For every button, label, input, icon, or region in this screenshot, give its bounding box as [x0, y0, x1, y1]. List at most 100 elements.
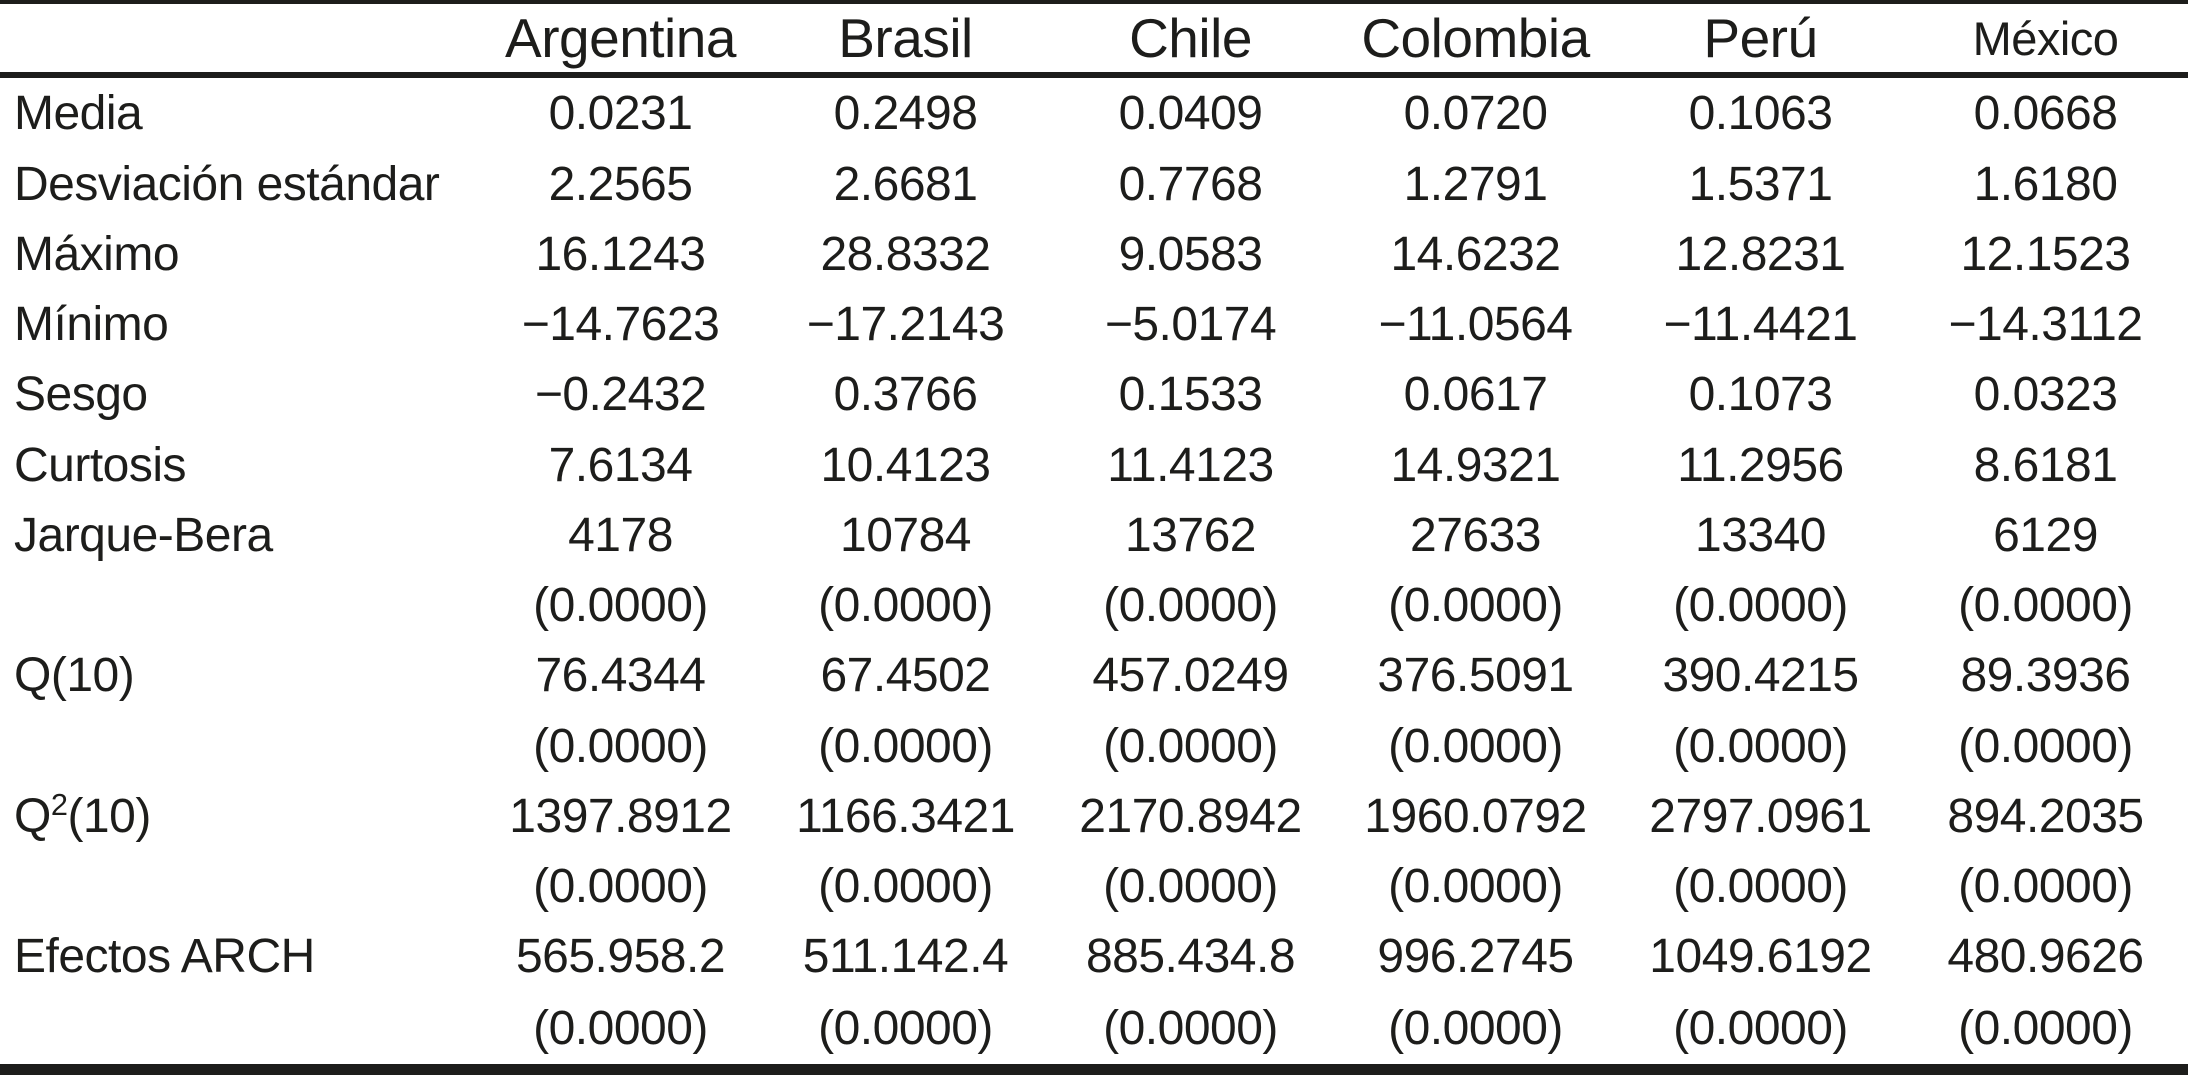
- column-header-colombia: Colombia: [1333, 2, 1618, 78]
- header-row: Argentina Brasil Chile Colombia Perú México: [0, 2, 2188, 78]
- row-label: Jarque-Bera: [14, 508, 273, 562]
- cell-value: (0.0000): [1673, 1001, 1848, 1055]
- cell-value: 0.0668: [1973, 87, 2118, 141]
- cell-value: 16.1243: [535, 227, 706, 281]
- table-row-efectos-arch: Efectos ARCH 565.958.2 511.142.4 885.434.8 9…: [0, 922, 2188, 992]
- superscript: 2: [50, 787, 68, 823]
- cell-value: (0.0000): [1958, 719, 2133, 773]
- cell-value: −11.0564: [1378, 298, 1573, 352]
- table-row-pvalue: (0.0000) (0.0000) (0.0000) (0.0000) (0.0000)…: [0, 571, 2188, 641]
- row-label: [0, 711, 478, 781]
- row-label: Máximo: [14, 227, 180, 281]
- cell-value: 11.2956: [1677, 438, 1844, 492]
- cell-value: 996.2745: [1377, 930, 1574, 984]
- cell-value: 2797.0961: [1649, 789, 1872, 843]
- table-row-desviacio-n-esta-ndar: Desviación estándar 2.2565 2.6681 0.7768 1.2…: [0, 149, 2188, 219]
- cell-value: 13340: [1695, 508, 1826, 562]
- cell-value: 1.2791: [1403, 157, 1548, 211]
- cell-value: 0.2498: [833, 87, 978, 141]
- cell-value: −14.7623: [521, 298, 720, 352]
- column-header-me-xico: México: [1903, 2, 2188, 78]
- cell-value: (0.0000): [1103, 860, 1278, 914]
- cell-value: 8.6181: [1973, 438, 2118, 492]
- cell-value: 480.9626: [1947, 930, 2144, 984]
- cell-value: 10.4123: [820, 438, 991, 492]
- cell-value: (0.0000): [533, 1001, 708, 1055]
- cell-value: 511.142.4: [802, 930, 1009, 984]
- cell-value: 28.8332: [820, 227, 991, 281]
- cell-value: −17.2143: [806, 298, 1005, 352]
- cell-value: 67.4502: [820, 649, 991, 703]
- row-label: Desviación estándar: [14, 157, 440, 211]
- cell-value: −5.0174: [1104, 298, 1277, 352]
- cell-value: (0.0000): [818, 860, 993, 914]
- row-label: Q(10): [14, 649, 135, 703]
- cell-value: 376.5091: [1377, 649, 1574, 703]
- cell-value: 9.0583: [1118, 227, 1263, 281]
- cell-value: (0.0000): [1673, 579, 1848, 633]
- row-label: Media: [14, 87, 143, 141]
- cell-value: 12.1523: [1960, 227, 2131, 281]
- cell-value: 0.1533: [1118, 368, 1263, 422]
- cell-value: 14.9321: [1390, 438, 1561, 492]
- cell-value: 0.7768: [1118, 157, 1263, 211]
- table-row-pvalue: (0.0000) (0.0000) (0.0000) (0.0000) (0.0000)…: [0, 992, 2188, 1069]
- column-header-brasil: Brasil: [763, 2, 1048, 78]
- cell-value: −11.4421: [1663, 298, 1858, 352]
- cell-value: 885.434.8: [1085, 930, 1296, 984]
- cell-value: (0.0000): [1673, 719, 1848, 773]
- cell-value: 10784: [840, 508, 971, 562]
- cell-value: 1397.8912: [509, 789, 732, 843]
- table-row-pvalue: (0.0000) (0.0000) (0.0000) (0.0000) (0.0000)…: [0, 852, 2188, 922]
- cell-value: 7.6134: [548, 438, 693, 492]
- cell-value: (0.0000): [1958, 579, 2133, 633]
- row-label: Curtosis: [14, 438, 187, 492]
- table-row-mi-nimo: Mínimo −14.7623 −17.2143 −5.0174 −11.0564 −11…: [0, 290, 2188, 360]
- row-label: Efectos ARCH: [14, 930, 315, 984]
- cell-value: (0.0000): [1958, 1001, 2133, 1055]
- table-row-curtosis: Curtosis 7.6134 10.4123 11.4123 14.9321 11.29…: [0, 430, 2188, 500]
- table-row-ma-ximo: Máximo 16.1243 28.8332 9.0583 14.6232 12.8231…: [0, 219, 2188, 289]
- row-label: [0, 571, 478, 641]
- cell-value: 0.1063: [1688, 87, 1833, 141]
- cell-value: 14.6232: [1390, 227, 1561, 281]
- cell-value: (0.0000): [1388, 719, 1563, 773]
- row-label: Mínimo: [14, 298, 169, 352]
- cell-value: 2.2565: [548, 157, 693, 211]
- cell-value: 0.0409: [1118, 87, 1263, 141]
- cell-value: (0.0000): [818, 579, 993, 633]
- cell-value: 89.3936: [1960, 649, 2131, 703]
- column-header-peru: Perú: [1618, 2, 1903, 78]
- cell-value: (0.0000): [1958, 860, 2133, 914]
- cell-value: 1.6180: [1973, 157, 2118, 211]
- cell-value: (0.0000): [1673, 860, 1848, 914]
- cell-value: (0.0000): [533, 860, 708, 914]
- table-header-row: Argentina Brasil Chile Colombia Perú México: [0, 2, 2188, 78]
- cell-value: (0.0000): [1103, 579, 1278, 633]
- cell-value: (0.0000): [818, 719, 993, 773]
- cell-value: 1166.3421: [796, 789, 1015, 843]
- cell-value: 12.8231: [1675, 227, 1846, 281]
- table-body: Media 0.0231 0.2498 0.0409 0.0720 0.1063 0.066…: [0, 75, 2188, 1070]
- table-row-sesgo: Sesgo −0.2432 0.3766 0.1533 0.0617 0.1073 0.03…: [0, 360, 2188, 430]
- cell-value: 565.958.2: [515, 930, 726, 984]
- cell-value: 894.2035: [1947, 789, 2144, 843]
- column-header-empty: [0, 2, 478, 78]
- table-row-q-2-10: Q2(10) 1397.8912 1166.3421 2170.8942 1960.07…: [0, 781, 2188, 851]
- cell-value: (0.0000): [818, 1001, 993, 1055]
- cell-value: 4178: [568, 508, 673, 562]
- cell-value: (0.0000): [1388, 579, 1563, 633]
- cell-value: 0.0231: [548, 87, 693, 141]
- cell-value: (0.0000): [533, 719, 708, 773]
- table-row-q-10: Q(10) 76.4344 67.4502 457.0249 376.5091 390.4…: [0, 641, 2188, 711]
- cell-value: −0.2432: [534, 368, 707, 422]
- cell-value: (0.0000): [533, 579, 708, 633]
- cell-value: 6129: [1993, 508, 2098, 562]
- cell-value: 11.4123: [1107, 438, 1274, 492]
- row-label: Q2(10): [14, 787, 151, 843]
- cell-value: 0.0323: [1973, 368, 2118, 422]
- cell-value: 1960.0792: [1364, 789, 1587, 843]
- column-header-argentina: Argentina: [478, 2, 763, 78]
- table-row-pvalue: (0.0000) (0.0000) (0.0000) (0.0000) (0.0000)…: [0, 711, 2188, 781]
